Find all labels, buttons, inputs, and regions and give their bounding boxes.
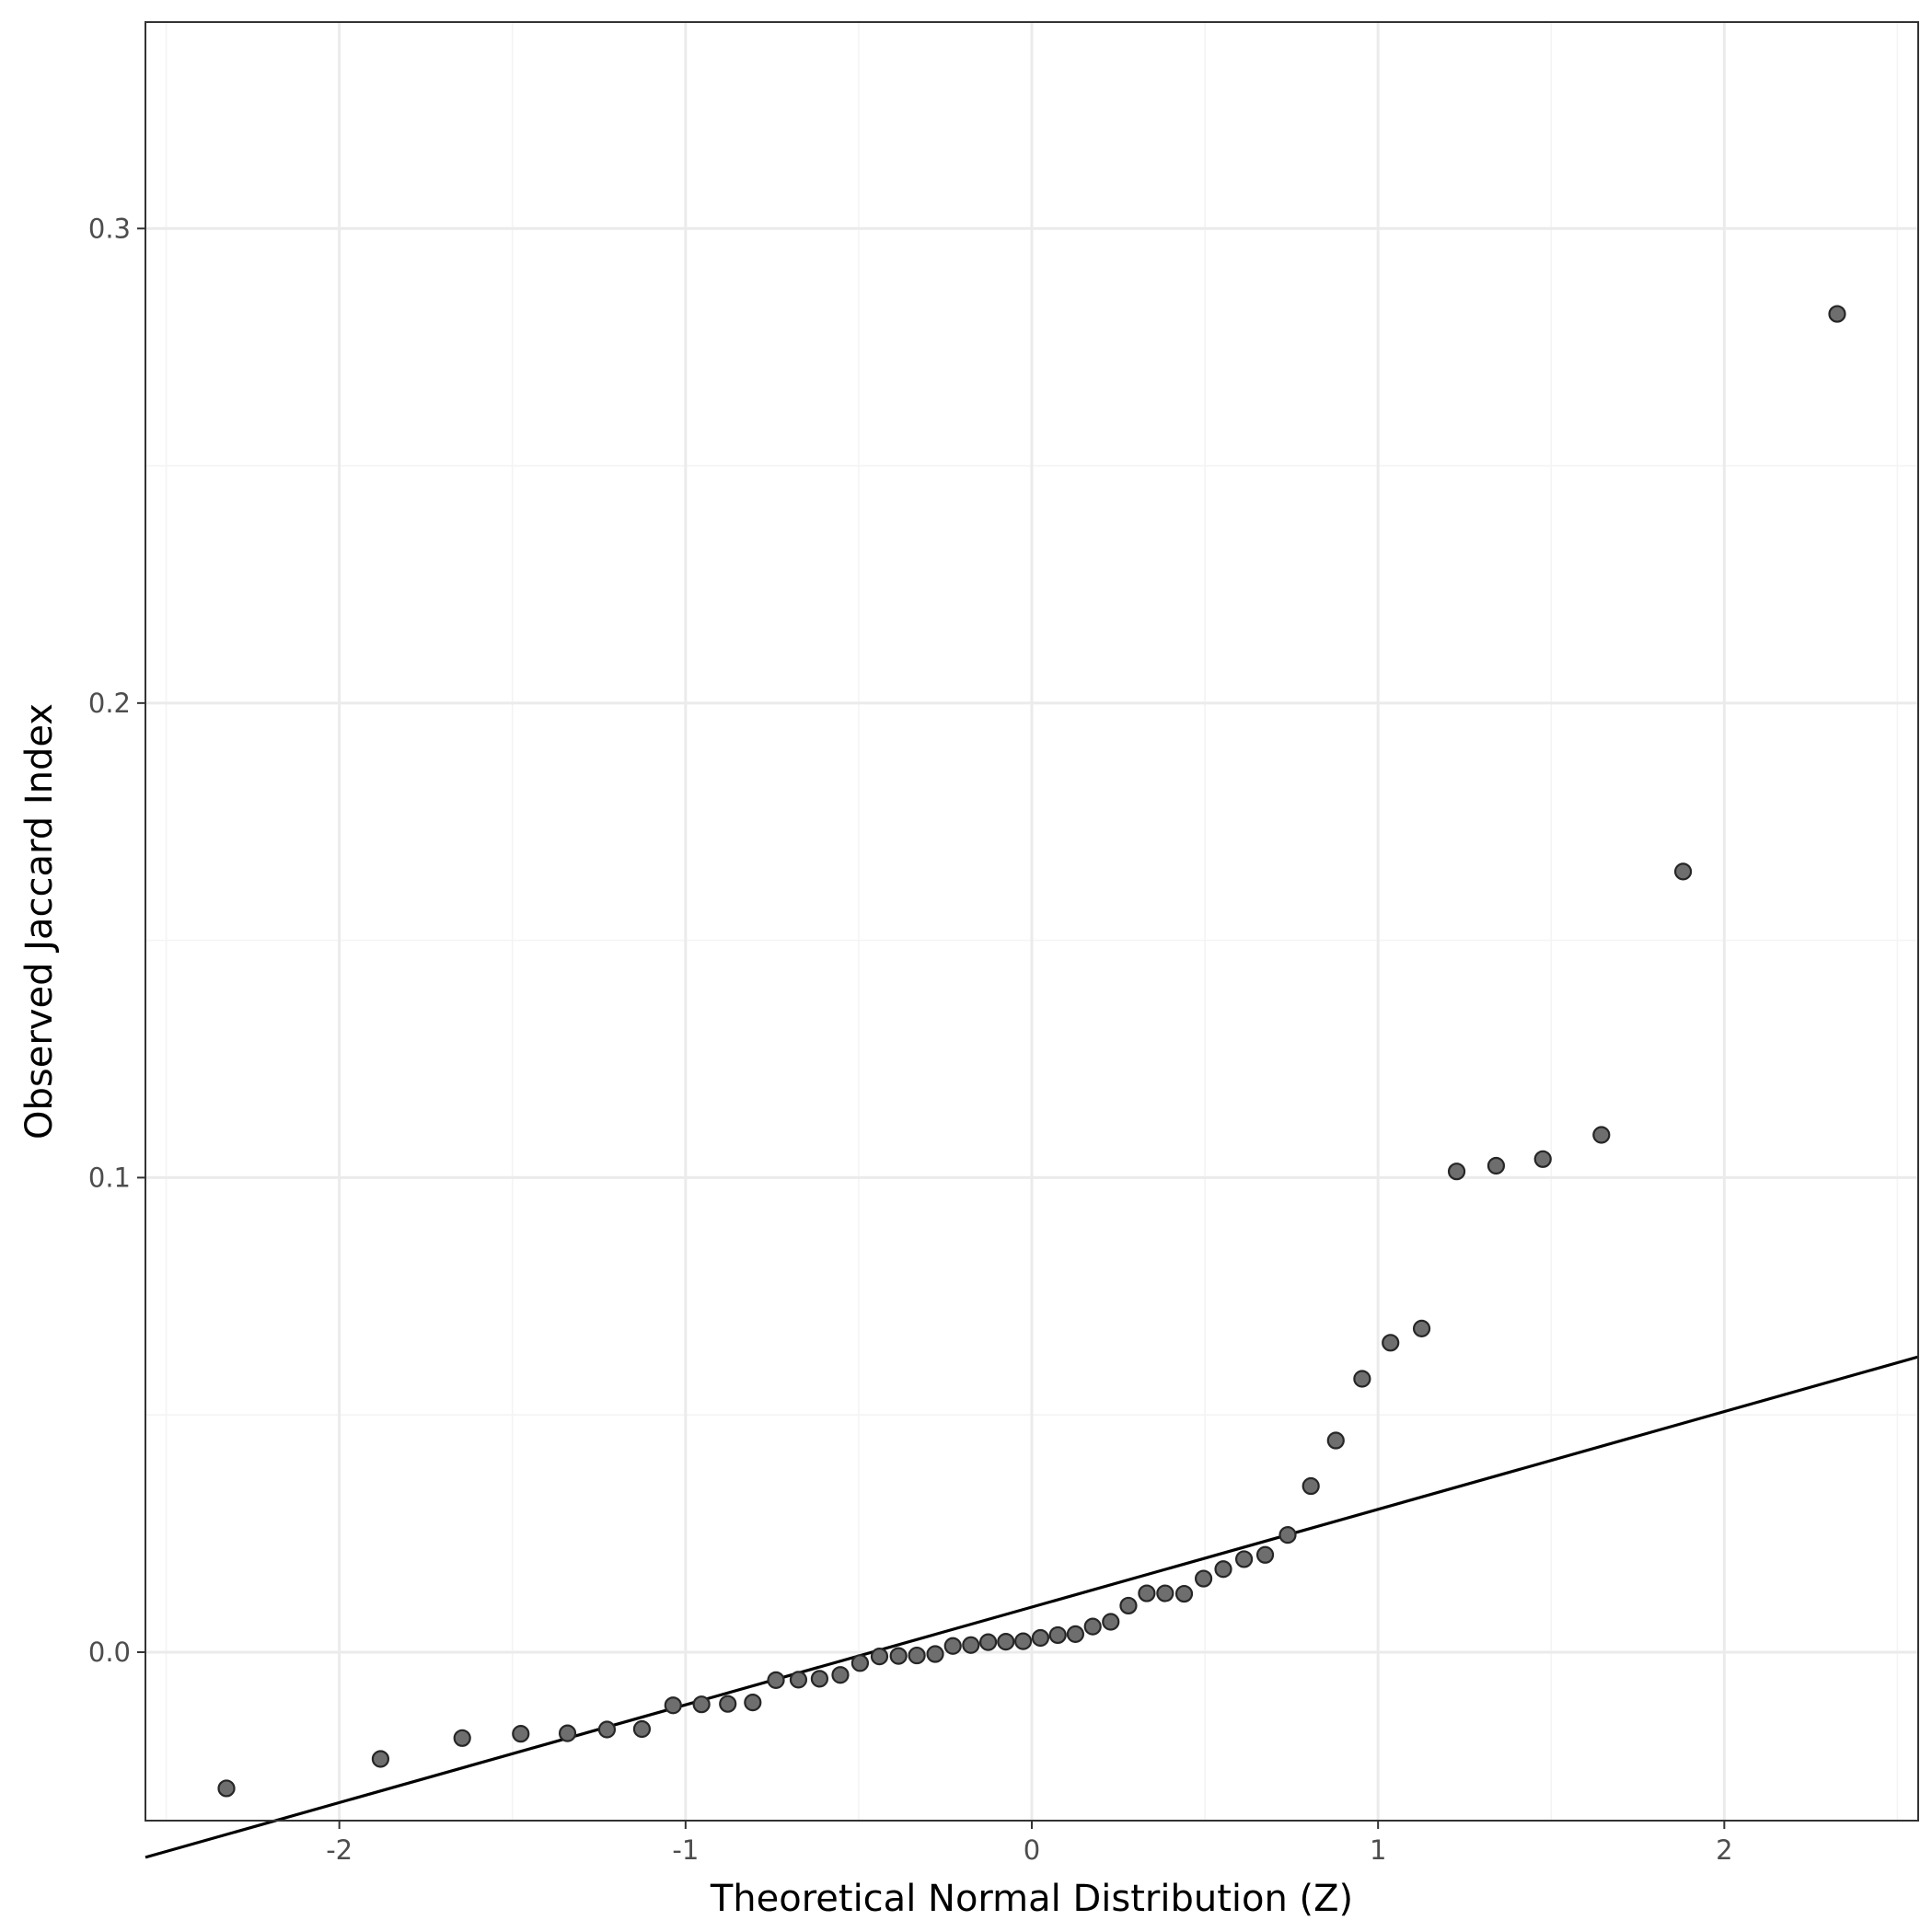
y-axis-ticks: 0.0 0.1 0.2 0.3 bbox=[88, 213, 145, 1668]
reference-line-group bbox=[145, 1355, 1919, 1859]
x-tick-label: 1 bbox=[1370, 1834, 1386, 1866]
data-point bbox=[1234, 1550, 1254, 1568]
data-point bbox=[558, 1724, 577, 1742]
data-point bbox=[1301, 1476, 1320, 1496]
y-tick-label: 0.2 bbox=[88, 688, 131, 719]
data-point bbox=[1278, 1526, 1297, 1544]
data-point bbox=[1487, 1156, 1506, 1175]
data-point bbox=[1083, 1617, 1102, 1636]
data-point bbox=[1138, 1584, 1156, 1602]
data-point bbox=[850, 1654, 870, 1672]
minor-gridlines bbox=[145, 22, 1918, 1821]
data-point bbox=[908, 1646, 926, 1665]
data-point bbox=[719, 1695, 737, 1713]
y-tick-label: 0.0 bbox=[88, 1637, 131, 1668]
data-point bbox=[371, 1750, 390, 1768]
data-point bbox=[1156, 1584, 1174, 1602]
data-point bbox=[1353, 1370, 1371, 1388]
y-tick-label: 0.1 bbox=[88, 1162, 131, 1193]
data-point bbox=[1048, 1625, 1067, 1645]
data-point bbox=[597, 1720, 617, 1739]
data-point bbox=[1447, 1163, 1466, 1181]
y-tick-label: 0.3 bbox=[88, 213, 131, 244]
data-point bbox=[962, 1636, 980, 1654]
data-point bbox=[217, 1779, 236, 1798]
x-axis-ticks: -2 -1 0 1 2 bbox=[326, 1821, 1733, 1866]
data-point bbox=[810, 1670, 829, 1688]
data-point bbox=[1382, 1334, 1400, 1352]
data-point bbox=[1673, 862, 1693, 881]
data-point bbox=[979, 1633, 998, 1651]
data-point bbox=[1255, 1545, 1275, 1564]
data-point bbox=[767, 1671, 785, 1689]
data-point bbox=[943, 1637, 962, 1655]
data-point bbox=[664, 1696, 682, 1715]
x-tick-label: 2 bbox=[1716, 1834, 1732, 1866]
data-point bbox=[1013, 1632, 1033, 1650]
x-axis-title: Theoretical Normal Distribution (Z) bbox=[710, 1878, 1353, 1920]
data-point bbox=[1214, 1560, 1232, 1579]
data-point bbox=[1326, 1431, 1345, 1450]
data-point bbox=[1174, 1584, 1194, 1603]
data-point bbox=[1412, 1319, 1431, 1337]
data-point bbox=[1533, 1150, 1552, 1168]
data-point bbox=[926, 1645, 944, 1663]
data-point bbox=[1119, 1596, 1138, 1615]
data-point bbox=[997, 1633, 1015, 1651]
data-point bbox=[1066, 1625, 1084, 1643]
reference-line bbox=[145, 1355, 1919, 1859]
data-point bbox=[512, 1725, 530, 1743]
data-point bbox=[1592, 1126, 1611, 1144]
x-tick-label: 0 bbox=[1024, 1834, 1040, 1866]
data-point bbox=[1194, 1569, 1213, 1588]
data-point bbox=[1031, 1628, 1050, 1648]
data-point bbox=[889, 1647, 908, 1665]
data-point bbox=[1828, 305, 1846, 323]
x-tick-label: -1 bbox=[672, 1834, 699, 1866]
data-point bbox=[870, 1648, 889, 1666]
y-axis-title: Observed Jaccard Index bbox=[18, 703, 61, 1140]
x-tick-label: -2 bbox=[326, 1834, 353, 1866]
data-points bbox=[217, 305, 1846, 1798]
data-point bbox=[1102, 1613, 1120, 1631]
data-point bbox=[453, 1729, 471, 1747]
data-point bbox=[744, 1694, 762, 1712]
data-point bbox=[831, 1666, 850, 1684]
data-point bbox=[632, 1719, 652, 1739]
major-gridlines bbox=[145, 22, 1918, 1821]
data-point bbox=[692, 1695, 711, 1714]
data-point bbox=[789, 1671, 808, 1689]
